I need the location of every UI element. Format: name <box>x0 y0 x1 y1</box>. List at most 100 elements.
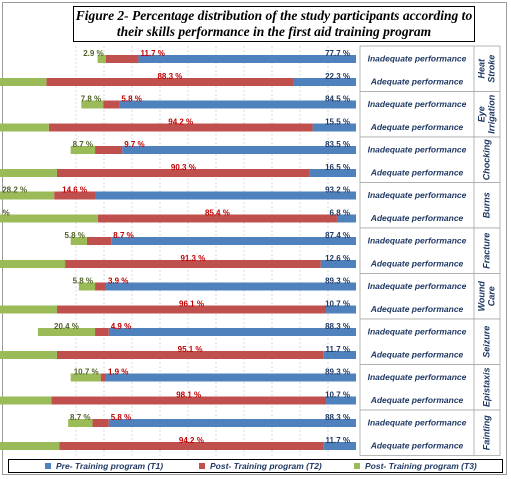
bar-segment-t3 <box>0 260 66 268</box>
bar-segment-t3 <box>78 282 96 291</box>
group-label: Seizure <box>481 326 491 358</box>
data-label-t2: 95.1 % <box>178 345 203 354</box>
category-cell <box>359 136 501 183</box>
bar-segment-t1 <box>326 396 356 405</box>
bar-segment-t2 <box>100 373 106 382</box>
row-label: Inadequate performance <box>368 99 467 109</box>
row-label: Adequate performance <box>370 440 464 450</box>
data-label-t1: 87.4 % <box>325 231 350 240</box>
bar-segment-t2 <box>95 282 106 291</box>
bar-segment-t2 <box>65 260 321 268</box>
bar-segment-t2 <box>92 419 109 427</box>
bar-segment-t1 <box>122 146 356 154</box>
data-label-t3: 71.8 % <box>0 209 10 218</box>
bar-segment-t3 <box>0 396 52 405</box>
data-label-t3: 28.2 % <box>2 186 27 195</box>
data-label-t1: 11.7 % <box>326 345 350 354</box>
data-label-t3: 5.8 % <box>73 277 93 286</box>
data-label-t3: 8.7 % <box>73 140 93 149</box>
legend-item-t3: Post- Training program (T3) <box>354 461 477 472</box>
bar-segment-t1 <box>138 55 356 63</box>
row-label: Inadequate performance <box>368 281 467 291</box>
category-cell <box>359 91 501 138</box>
row-label: Inadequate performance <box>368 417 467 427</box>
data-label-t2: 1.9 % <box>108 368 128 377</box>
data-label-t1: 11.7 % <box>326 436 350 445</box>
group-label: Chocking <box>481 139 491 181</box>
group-label: Heat <box>476 58 486 79</box>
group-label: Stroke <box>486 55 496 83</box>
row-label: Adequate performance <box>370 395 464 405</box>
data-label-t2: 3.9 % <box>108 277 128 286</box>
bar-segment-t1 <box>320 260 356 268</box>
group-label: Eye <box>476 106 486 122</box>
category-cell <box>359 227 501 274</box>
legend-label-t1: Pre- Training program (T1) <box>56 461 164 471</box>
data-label-t2: 96.1 % <box>179 300 204 309</box>
group-label: Fainting <box>481 415 491 450</box>
row-label: Inadequate performance <box>368 372 467 382</box>
data-label-t2: 94.2 % <box>168 118 193 127</box>
row-label: Adequate performance <box>370 258 464 268</box>
data-label-t3: 8.7 % <box>70 413 90 422</box>
row-label: Inadequate performance <box>368 235 467 245</box>
chart-title-line-2: their skills performance in the first ai… <box>116 24 432 39</box>
data-label-t1: 84.5 % <box>325 95 350 104</box>
group-label: Irrigation <box>486 94 496 134</box>
data-label-t1: 10.7 % <box>325 391 350 400</box>
data-label-t1: 88.3 % <box>325 413 350 422</box>
row-label: Adequate performance <box>370 167 464 177</box>
data-label-t2: 98.1 % <box>176 391 201 400</box>
bar-segment-t3 <box>0 191 55 200</box>
data-label-t1: 77.7 % <box>325 49 350 58</box>
data-label-t2: 14.6 % <box>62 186 87 195</box>
row-label: Inadequate performance <box>368 326 467 336</box>
bar-segment-t1 <box>336 214 356 223</box>
data-label-t1: 88.3 % <box>325 322 350 331</box>
data-label-t1: 22.3 % <box>325 72 350 81</box>
category-cell <box>359 364 501 411</box>
bar-segment-t1 <box>105 373 357 382</box>
data-label-t2: 5.8 % <box>111 413 131 422</box>
data-label-t1: 89.3 % <box>325 277 350 286</box>
data-label-t2: 94.2 % <box>179 436 204 445</box>
bar-segment-t2 <box>46 78 294 86</box>
bar-segment-t3 <box>68 419 93 427</box>
bar-segment-t1 <box>323 351 356 359</box>
bar-segment-t3 <box>0 169 57 177</box>
category-cell <box>359 182 501 229</box>
bar-segment-t3 <box>70 373 101 382</box>
data-label-t1: 16.5 % <box>325 163 350 172</box>
group-label: Care <box>486 286 496 306</box>
data-label-t1: 89.3 % <box>325 368 350 377</box>
data-label-t1: 15.5 % <box>325 118 350 127</box>
bar-segment-t3 <box>37 328 96 336</box>
data-label-t2: 88.3 % <box>157 72 182 81</box>
data-label-t1: 6.8 % <box>330 209 350 218</box>
bar-segment-t2 <box>56 305 327 314</box>
bar-segment-t3 <box>81 100 104 109</box>
chart-title: Figure 2- Percentage distribution of the… <box>73 6 475 42</box>
data-label-t2: 90.3 % <box>171 163 196 172</box>
bar-segment-t3 <box>0 351 57 359</box>
bar-segment-t2 <box>95 328 109 336</box>
bar-segment-t1 <box>119 100 357 109</box>
bar-segment-t2 <box>48 123 313 132</box>
row-label: Inadequate performance <box>368 190 467 200</box>
legend-label-t3: Post- Training program (T3) <box>365 461 477 471</box>
bar-segment-t2 <box>95 146 123 154</box>
bar-segment-t3 <box>70 146 96 154</box>
bar-segment-t2 <box>54 191 96 200</box>
bar-segment-t3 <box>0 214 98 223</box>
data-label-t1: 83.5 % <box>325 140 350 149</box>
legend-label-t2: Post- Training program (T2) <box>210 461 322 471</box>
bar-segment-t1 <box>111 237 356 245</box>
bar-segment-t2 <box>97 214 337 223</box>
row-label: Adequate performance <box>370 304 464 314</box>
bar-segment-t2 <box>56 351 324 359</box>
legend-swatch-t2 <box>199 463 205 469</box>
bar-segment-t2 <box>59 442 324 450</box>
bar-segment-t2 <box>86 237 112 245</box>
bar-segment-t1 <box>323 442 356 450</box>
